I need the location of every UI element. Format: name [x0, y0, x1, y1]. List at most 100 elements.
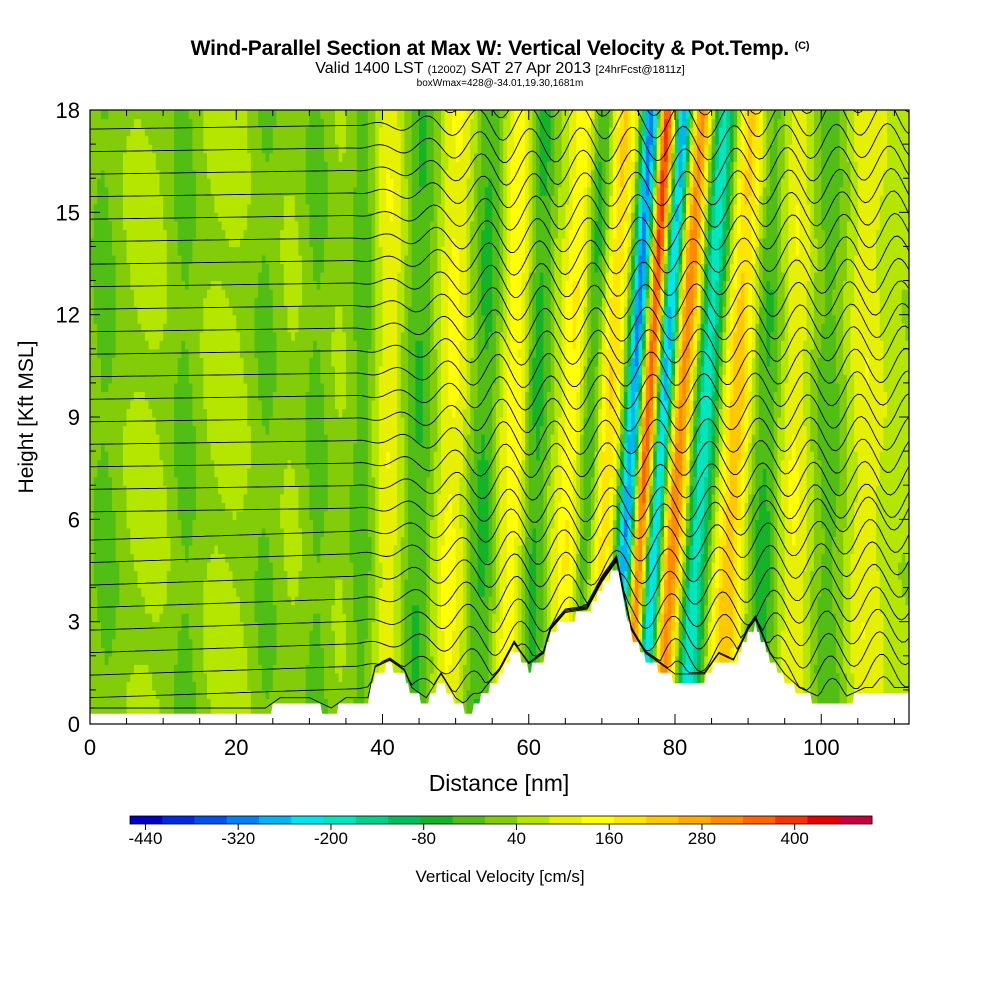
velocity-cell — [671, 630, 676, 640]
velocity-cell — [90, 382, 102, 393]
velocity-cell — [660, 579, 665, 589]
velocity-cell — [397, 399, 402, 410]
velocity-cell — [802, 604, 811, 614]
velocity-cell — [488, 510, 493, 520]
velocity-cell — [572, 527, 577, 537]
velocity-cell — [499, 485, 508, 495]
velocity-cell — [656, 621, 661, 631]
velocity-cell — [437, 442, 442, 452]
velocity-cell — [594, 527, 599, 537]
velocity-cell — [583, 587, 588, 597]
velocity-cell — [517, 561, 523, 572]
velocity-cell — [707, 519, 713, 529]
velocity-cell — [773, 604, 778, 614]
velocity-cell — [590, 519, 596, 529]
velocity-cell — [634, 391, 640, 401]
velocity-cell — [671, 365, 676, 375]
velocity-cell — [755, 297, 760, 307]
velocity-cell — [473, 442, 482, 452]
velocity-cell — [441, 442, 464, 452]
velocity-cell — [594, 485, 599, 495]
velocity-cell — [711, 476, 716, 486]
velocity-cell — [525, 297, 530, 307]
velocity-cell — [854, 374, 866, 384]
velocity-cell — [185, 553, 190, 563]
velocity-cell — [437, 510, 446, 520]
velocity-cell — [324, 510, 351, 520]
velocity-cell — [879, 306, 903, 316]
velocity-cell — [320, 544, 351, 555]
velocity-cell — [159, 434, 175, 444]
velocity-cell — [579, 476, 585, 486]
velocity-cell — [656, 579, 661, 589]
velocity-cell — [528, 510, 544, 520]
velocity-cell — [532, 408, 544, 418]
velocity-cell — [623, 476, 629, 486]
velocity-cell — [525, 587, 530, 597]
velocity-cell — [835, 621, 844, 631]
velocity-cell — [704, 502, 709, 512]
velocity-cell — [356, 348, 369, 358]
velocity-cell — [660, 527, 665, 537]
velocity-cell — [119, 570, 139, 580]
velocity-cell — [737, 306, 746, 316]
velocity-cell — [111, 485, 128, 495]
velocity-cell — [762, 468, 768, 478]
velocity-cell — [631, 630, 636, 640]
velocity-cell — [682, 314, 687, 324]
velocity-cell — [495, 655, 501, 665]
velocity-cell — [627, 527, 632, 537]
velocity-cell — [466, 706, 475, 717]
velocity-cell — [667, 527, 672, 537]
velocity-cell — [320, 348, 332, 358]
velocity-cell — [770, 536, 775, 546]
velocity-cell — [715, 493, 720, 503]
velocity-cell — [777, 451, 786, 461]
velocity-cell — [642, 536, 647, 546]
velocity-cell — [773, 570, 778, 580]
velocity-cell — [627, 382, 632, 393]
velocity-cell — [696, 604, 702, 614]
velocity-cell — [601, 357, 607, 367]
velocity-cell — [408, 485, 427, 495]
velocity-cell — [740, 570, 746, 580]
velocity-cell — [773, 493, 778, 503]
velocity-cell — [664, 638, 669, 648]
velocity-cell — [111, 365, 179, 375]
velocity-cell — [495, 331, 501, 341]
velocity-cell — [755, 442, 775, 452]
velocity-cell — [905, 323, 909, 333]
velocity-cell — [466, 510, 471, 520]
velocity-cell — [547, 391, 555, 401]
velocity-cell — [671, 502, 680, 512]
velocity-cell — [682, 527, 687, 537]
velocity-cell — [495, 493, 501, 503]
velocity-cell — [682, 596, 687, 606]
velocity-cell — [459, 672, 464, 682]
velocity-cell — [495, 647, 501, 657]
velocity-cell — [601, 485, 610, 495]
velocity-cell — [675, 297, 680, 307]
velocity-cell — [269, 689, 307, 700]
velocity-cell — [671, 647, 676, 657]
velocity-cell — [667, 374, 672, 384]
velocity-cell — [459, 664, 464, 674]
velocity-cell — [751, 621, 757, 631]
velocity-cell — [685, 510, 691, 520]
velocity-cell — [733, 613, 738, 623]
velocity-cell — [506, 289, 512, 299]
velocity-cell — [536, 323, 544, 333]
velocity-cell — [353, 613, 369, 623]
velocity-cell — [119, 587, 142, 597]
velocity-cell — [334, 579, 343, 589]
velocity-cell — [634, 579, 640, 589]
velocity-cell — [371, 331, 376, 341]
velocity-cell — [382, 314, 398, 324]
velocity-cell — [645, 425, 651, 435]
velocity-cell — [572, 297, 581, 307]
velocity-cell — [514, 613, 519, 623]
velocity-cell — [612, 382, 618, 393]
velocity-cell — [696, 476, 705, 486]
velocity-cell — [627, 323, 632, 333]
velocity-cell — [444, 655, 453, 665]
